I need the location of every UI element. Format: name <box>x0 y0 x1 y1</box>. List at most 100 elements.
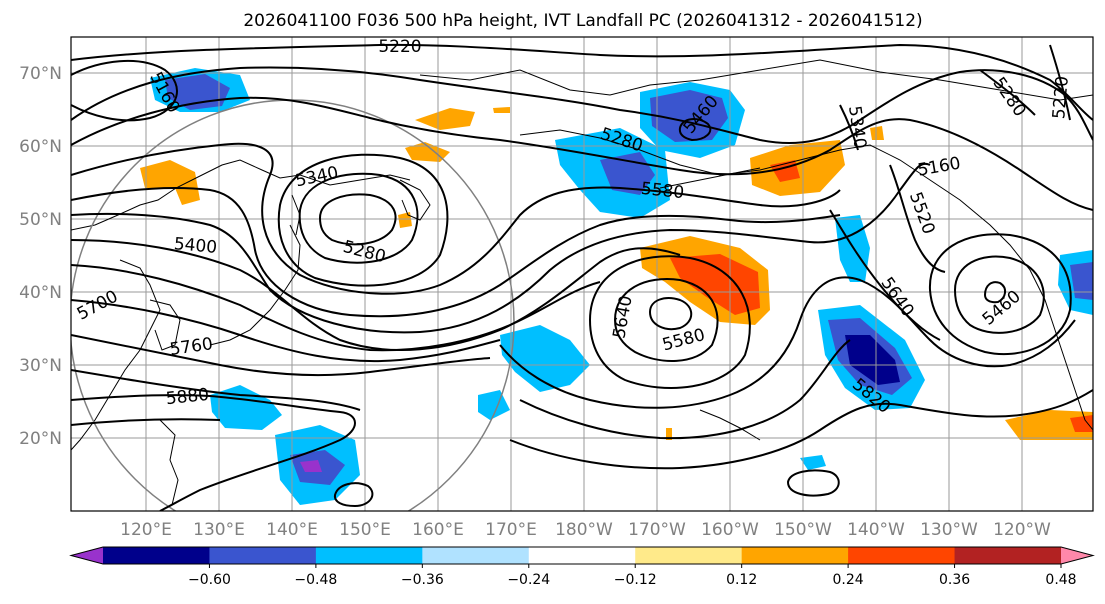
contour-5820 <box>71 369 361 411</box>
shade-red-fe <box>1070 415 1093 432</box>
coast-japan <box>209 224 301 346</box>
colorbar-tick-label: 0.36 <box>939 572 970 588</box>
contour-pacific-trough <box>499 276 1076 409</box>
lat-label-40: 40°N <box>19 283 62 303</box>
coast-hawaii <box>699 409 761 441</box>
contour-5880 <box>71 394 356 511</box>
colorbar-bin <box>635 547 743 564</box>
clabel-5400: 5400 <box>173 234 218 258</box>
colorbar-bin <box>848 547 956 564</box>
lon-label-140w: 140°W <box>847 520 905 540</box>
contour-sw-ring <box>333 482 374 508</box>
shade-navy-east <box>845 335 900 385</box>
contour-5160-loop <box>71 60 178 122</box>
contour-5400 <box>71 142 841 295</box>
coast-asia <box>71 159 411 231</box>
shade-orange-small <box>666 428 672 440</box>
lon-label-140e: 140°E <box>266 520 318 540</box>
lon-label-130e: 130°E <box>193 520 245 540</box>
contour-5460 <box>71 187 841 318</box>
shade-orange-4 <box>493 107 510 113</box>
colorbar-bin <box>741 547 849 564</box>
contour-pacific-trough2 <box>519 339 851 440</box>
contour-5280-nw <box>71 66 1093 145</box>
contour-low-ring1 <box>318 193 397 246</box>
clabel-5580-n: 5580 <box>640 179 685 203</box>
colorbar-tick-label: −0.24 <box>507 572 550 588</box>
colorbar-extend-high <box>1061 547 1093 564</box>
shade-dblue-bering <box>650 90 728 142</box>
lon-label-130w: 130°W <box>920 520 978 540</box>
lat-label-20: 20°N <box>19 429 62 449</box>
coast-aleutians <box>659 167 761 189</box>
colorbar-tick-label: −0.12 <box>614 572 657 588</box>
clabel-5220-ne: 5220 <box>1049 75 1073 120</box>
contour-subtrop <box>509 389 1093 470</box>
contour-hawaii-ring <box>786 469 840 497</box>
graticule <box>71 37 1093 511</box>
shade-dblue-fe <box>1070 262 1093 300</box>
lon-label-120w: 120°W <box>993 520 1051 540</box>
contour-pacific-low2 <box>613 278 719 362</box>
lon-label-160w: 160°W <box>701 520 759 540</box>
shade-orange-5 <box>398 212 412 228</box>
colorbar-tick-label: −0.48 <box>294 572 337 588</box>
shade-blue-small <box>800 455 826 470</box>
colorbar-bin <box>315 547 423 564</box>
coast-kamchatka <box>399 179 431 221</box>
contour-5340 <box>71 96 1093 211</box>
lon-label-150w: 150°W <box>774 520 832 540</box>
shade-orange-1 <box>140 160 200 205</box>
colorbar-bin <box>422 547 530 564</box>
shade-orange-3 <box>405 142 450 162</box>
contour-5880-low <box>71 418 221 426</box>
contour-bering-small <box>678 118 712 142</box>
lat-label-70: 70°N <box>19 64 62 84</box>
lon-label-150e: 150°E <box>339 520 391 540</box>
colorbar-tick-label: 0.48 <box>1045 572 1076 588</box>
contour-5220-ne <box>1049 44 1071 121</box>
lon-label-120e: 120°E <box>120 520 172 540</box>
map-area <box>71 37 1093 511</box>
shade-red-cp <box>670 254 760 315</box>
latitude-labels: 70°N 60°N 50°N 40°N 30°N 20°N <box>19 64 62 449</box>
contour-east-low2 <box>953 255 1045 334</box>
lon-label-170e: 170°E <box>485 520 537 540</box>
coast-korea <box>149 299 181 351</box>
contour-5520-east <box>889 164 946 273</box>
contour-5760 <box>71 334 491 377</box>
coast-philippines <box>159 419 179 506</box>
lat-label-30: 30°N <box>19 356 62 376</box>
shade-orange-2 <box>415 108 475 130</box>
shade-blue-wp1 <box>500 325 590 392</box>
shade-purple-wp4 <box>300 460 322 472</box>
clabel-5880: 5880 <box>165 385 210 409</box>
lon-label-180w: 180°W <box>555 520 613 540</box>
contour-5340-east <box>839 104 859 151</box>
lat-label-50: 50°N <box>19 210 62 230</box>
colorbar-tick-label: −0.36 <box>401 572 444 588</box>
contour-5520 <box>71 162 931 334</box>
contour-pacific-low3 <box>588 255 751 389</box>
contour-5280-ne <box>979 69 1036 116</box>
shade-orange-6 <box>870 126 884 140</box>
contour-pacific-low1 <box>648 297 693 331</box>
height-contours <box>71 43 1093 511</box>
contour-5220-top <box>71 43 1093 121</box>
contour-low-ring3 <box>277 153 449 287</box>
colorbar-tick-label: 0.24 <box>833 572 864 588</box>
coast-korea-china <box>71 259 161 451</box>
figure-title: 2026041100 F036 500 hPa height, IVT Land… <box>243 11 922 31</box>
contour-low-ring2 <box>298 172 419 264</box>
lon-label-160e: 160°E <box>412 520 464 540</box>
clabel-5220: 5220 <box>378 37 421 57</box>
colorbar-bin <box>103 547 210 564</box>
colorbar-bin <box>209 547 317 564</box>
contour-east-low <box>983 281 1006 304</box>
colorbar-bin <box>954 547 1062 564</box>
longitude-labels: 120°E 130°E 140°E 150°E 160°E 170°E 180°… <box>120 520 1051 540</box>
contour-east-low3 <box>928 233 1072 356</box>
colorbar-bin <box>528 547 636 564</box>
colorbar-tick-label: 0.12 <box>726 572 757 588</box>
